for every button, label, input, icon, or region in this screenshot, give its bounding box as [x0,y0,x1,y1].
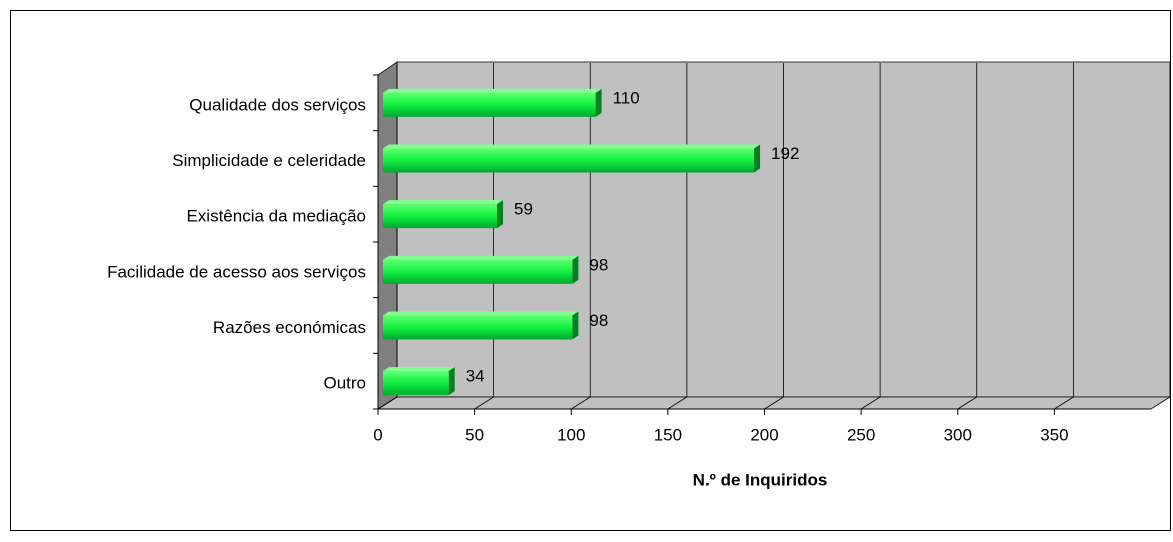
y-tick-label: Facilidade de acesso aos serviços [107,262,366,281]
y-tick-label: Razões económicas [213,318,366,337]
grid-line [860,396,881,410]
grid-line [667,396,688,410]
bar-top [383,255,579,260]
x-tick-label: 0 [373,425,382,444]
bar [383,371,449,396]
value-label: 192 [771,144,799,163]
x-tick-label: 250 [847,425,875,444]
bar-side [595,88,602,117]
grid-line [571,396,591,410]
x-tick-label: 100 [557,425,585,444]
bar-top [383,311,579,316]
value-label: 59 [514,200,533,219]
x-tick-label: 300 [944,425,972,444]
bar [383,259,573,284]
y-tick-label: Outro [323,374,366,393]
bar-top [383,88,602,93]
grid-line [474,396,494,410]
bar-side [497,200,504,229]
grid-line [957,396,977,410]
grid-line [377,396,398,410]
value-label: 34 [466,367,485,386]
value-label: 98 [589,311,608,330]
bar [383,204,498,229]
y-tick-label: Simplicidade e celeridade [172,151,366,170]
bar-side [572,311,579,340]
x-tick-label: 350 [1040,425,1068,444]
bar-side [754,144,761,173]
bar [383,315,573,340]
value-label: 110 [613,88,640,107]
y-tick-label: Qualidade dos serviços [189,95,366,114]
bar-top [383,144,761,149]
x-tick-label: 200 [750,425,778,444]
x-axis-title: N.º de Inquiridos [693,470,828,489]
bar-top [383,367,455,372]
value-label: 98 [589,255,608,274]
x-tick-label: 150 [654,425,682,444]
bar-top [383,200,504,205]
bar [383,92,596,117]
grid-line [764,396,784,410]
bar-side [572,255,579,284]
y-tick-label: Existência da mediação [186,207,366,226]
x-tick-label: 50 [465,425,484,444]
bar-side [448,367,455,396]
grid-line [1054,396,1074,410]
bar [383,148,755,173]
